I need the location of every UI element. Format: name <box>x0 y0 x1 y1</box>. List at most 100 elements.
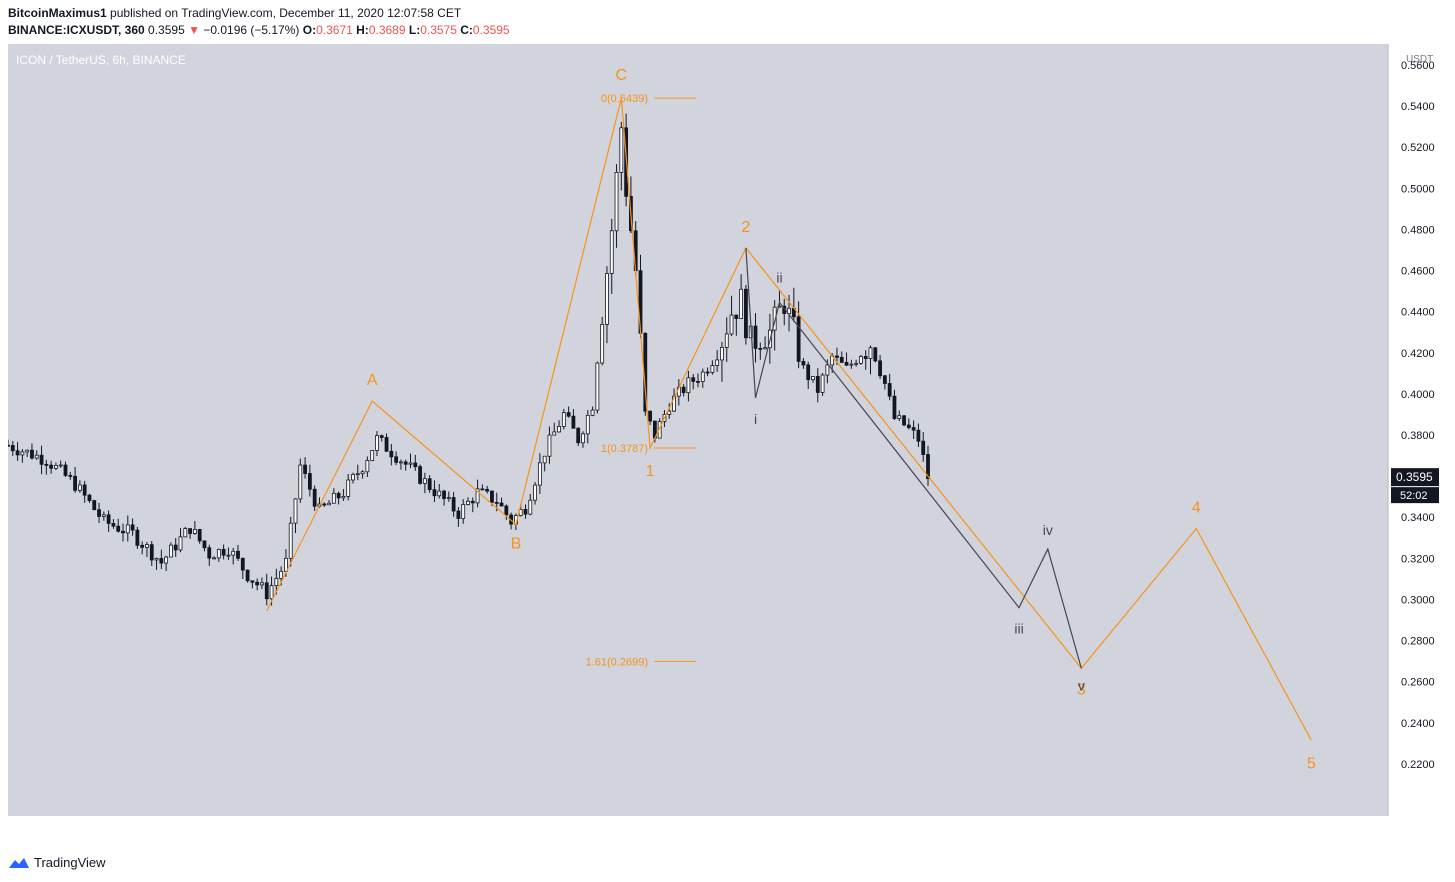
fib-level-label: 0(0.5439) <box>601 93 648 105</box>
candle-body <box>815 376 820 393</box>
candle-body <box>370 450 375 461</box>
main-wave-label: 4 <box>1192 500 1201 517</box>
candle-body <box>667 410 672 415</box>
candle-body <box>341 495 346 499</box>
candle-body <box>753 325 758 349</box>
candle-body <box>293 498 298 524</box>
candle-body <box>724 333 729 348</box>
candle-body <box>39 454 44 465</box>
candle-body <box>264 582 269 600</box>
fib-level-label: 1(0.3787) <box>601 443 648 455</box>
main-wave-label: 2 <box>741 219 750 236</box>
price-tag-text: 0.3595 <box>1396 470 1433 484</box>
main-wave-label: 1 <box>646 463 655 480</box>
candle-body <box>811 376 815 381</box>
candle-body <box>413 462 418 468</box>
high-label: H: <box>356 23 369 37</box>
close-value: 0.3595 <box>472 23 510 37</box>
candle-body <box>801 360 806 366</box>
candle-body <box>346 479 351 497</box>
candle-body <box>456 510 461 519</box>
candle-body <box>700 371 705 382</box>
candle-body <box>729 314 734 335</box>
candle-body <box>878 360 882 377</box>
price-chart[interactable]: 0(0.5439) 1(0.3787) 1.61(0.2699) A B C 1 2 3 4 5 i… <box>8 44 1448 816</box>
candle-body <box>710 365 715 373</box>
candle-body <box>705 371 710 374</box>
candle-body <box>140 544 145 548</box>
sub-wave-label: iii <box>1014 621 1023 637</box>
candle-body <box>490 490 494 503</box>
candle-body <box>595 362 600 411</box>
candle-body <box>8 444 10 447</box>
chart-title: ICON / TetherUS, 6h, BINANCE <box>16 53 186 67</box>
candle-body <box>873 347 878 362</box>
footer: TradingView <box>8 855 106 870</box>
candle-body <box>331 492 336 504</box>
candle-body <box>609 230 614 274</box>
candle-body <box>720 346 724 361</box>
price-tick-label: 0.2800 <box>1401 636 1435 648</box>
candle-body <box>77 484 82 491</box>
candle-body <box>355 473 360 476</box>
chart-area[interactable]: 0(0.5439) 1(0.3787) 1.61(0.2699) A B C 1 2 3 4 5 i… <box>8 44 1448 816</box>
candle-body <box>221 548 226 556</box>
tradingview-logo-icon <box>9 857 29 868</box>
publish-info: published on TradingView.com, December 1… <box>110 6 462 20</box>
candle-body <box>681 386 686 394</box>
candle-body <box>772 306 777 331</box>
candle-body <box>121 530 125 534</box>
last-price: 0.3595 <box>148 23 185 37</box>
candle-body <box>418 466 422 484</box>
candle-body <box>734 314 739 319</box>
candle-body <box>480 488 485 491</box>
candle-body <box>54 465 58 469</box>
publish-line: BitcoinMaximus1 published on TradingView… <box>8 6 461 20</box>
candle-body <box>250 580 255 583</box>
candle-body <box>274 578 279 586</box>
low-label: L: <box>408 23 421 37</box>
candle-body <box>92 500 97 511</box>
countdown-text: 52:02 <box>1400 490 1428 502</box>
candle-body <box>236 550 240 559</box>
candle-body <box>106 514 111 524</box>
candle-body <box>605 273 609 325</box>
candle-body <box>159 558 164 564</box>
candle-body <box>825 364 830 376</box>
price-tag <box>1391 468 1439 487</box>
candle-body <box>844 362 849 366</box>
open-value: 0.3671 <box>316 23 353 37</box>
candle-body <box>499 502 504 507</box>
author-name[interactable]: BitcoinMaximus1 <box>8 6 107 20</box>
candle-body <box>475 488 480 504</box>
candle-body <box>470 500 475 504</box>
candle-body <box>30 449 34 459</box>
symbol-label: BINANCE:ICXUSDT, 360 <box>8 23 145 37</box>
candle-body <box>672 395 676 412</box>
candle-body <box>504 505 509 516</box>
candle-body <box>169 544 173 558</box>
price-tick-label: 0.5200 <box>1401 142 1435 154</box>
countdown-tag <box>1391 487 1439 504</box>
candle-body <box>298 464 303 500</box>
candle-body <box>408 462 413 465</box>
candle-body <box>619 127 624 173</box>
down-arrow-icon: ▼ <box>188 23 200 37</box>
footer-brand[interactable]: TradingView <box>34 855 106 870</box>
candle-body <box>288 522 293 559</box>
candle-body <box>849 363 854 366</box>
candle-body <box>97 509 101 517</box>
candle-body <box>758 348 763 350</box>
candle-body <box>806 364 811 381</box>
candle-body <box>312 488 317 507</box>
candle-body <box>389 450 394 458</box>
candle-body <box>279 570 284 579</box>
price-tick-label: 0.2400 <box>1401 718 1435 730</box>
fib-level-label: 1.61(0.2699) <box>586 656 648 668</box>
price-tick-label: 0.3000 <box>1401 594 1435 606</box>
candle-body <box>101 514 106 517</box>
sub-wave-label: ii <box>776 269 782 285</box>
candle-body <box>130 524 135 531</box>
candle-body <box>897 415 902 419</box>
